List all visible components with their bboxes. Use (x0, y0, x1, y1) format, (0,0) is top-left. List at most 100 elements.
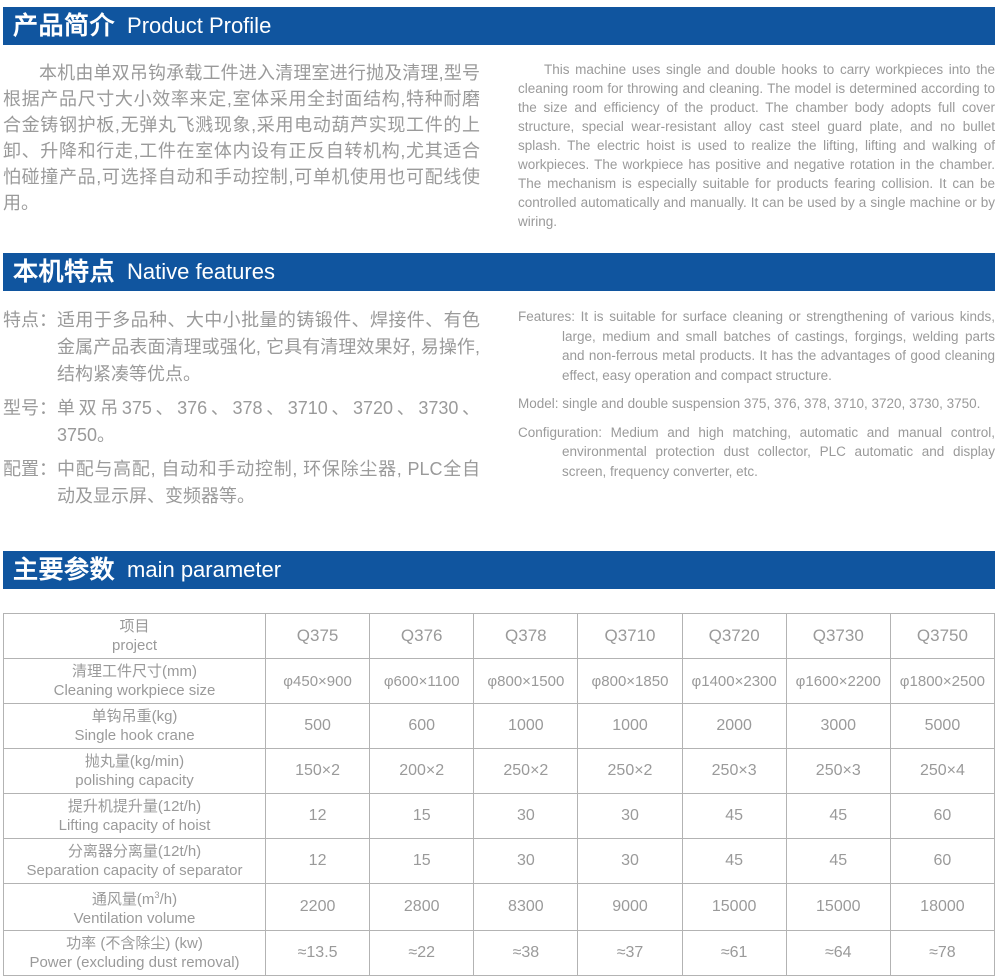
feature-label-en: Model: (518, 396, 559, 411)
table-cell: 250×4 (889, 748, 996, 794)
table-cell: 5000 (889, 703, 996, 749)
row-header: 抛丸量(kg/min) polishing capacity (3, 748, 266, 794)
table-cell: ≈37 (577, 930, 683, 976)
section-title-en: main parameter (127, 557, 282, 582)
table-cell: 250×2 (577, 748, 683, 794)
table-cell: 15 (369, 793, 475, 839)
table-cell: 600 (369, 703, 475, 749)
row-label-cn: 分离器分离量(12t/h) (67, 843, 202, 860)
table-cell: 9000 (577, 883, 683, 931)
native-features-en-list: Features: It is suitable for surface cle… (518, 307, 995, 481)
feature-text-en: It is suitable for surface cleaning or s… (562, 309, 995, 383)
table-row: 抛丸量(kg/min) polishing capacity 150×2 200… (3, 748, 996, 794)
column-header-model: Q376 (369, 613, 475, 659)
parameter-table-wrapper: 项目 project Q375 Q376 Q378 Q3710 Q3720 Q3… (3, 613, 996, 976)
table-cell: 18000 (889, 883, 996, 931)
row-header: 清理工件尺寸(mm) Cleaning workpiece size (3, 658, 266, 704)
column-header-model: Q3730 (785, 613, 891, 659)
row-label-cn: 通风量(m3/h) (91, 890, 178, 908)
section-header-native-features: 本机特点 Native features (3, 253, 995, 291)
corner-label-en: project (111, 637, 158, 654)
feature-label-cn: 型号： (3, 398, 57, 418)
feature-text-cn: 单双吊375、376、378、3710、3720、3730、3750。 (57, 398, 480, 445)
table-cell: ≈13.5 (264, 930, 371, 976)
feature-label-en: Configuration: (518, 424, 603, 440)
table-cell: φ800×1850 (577, 658, 683, 704)
corner-label-cn: 项目 (119, 618, 150, 635)
native-features-body: 特点： 适用于多品种、大中小批量的铸锻件、焊接件、有色金属产品表面清理或强化, … (0, 307, 1000, 517)
table-cell: φ450×900 (264, 658, 371, 704)
table-cell: φ800×1500 (473, 658, 579, 704)
table-header-row: 项目 project Q375 Q376 Q378 Q3710 Q3720 Q3… (3, 613, 996, 659)
table-cell: ≈64 (785, 930, 891, 976)
row-header: 功率 (不含除尘) (kw) Power (excluding dust rem… (3, 930, 266, 976)
table-cell: φ600×1100 (369, 658, 475, 704)
table-cell: 3000 (785, 703, 891, 749)
table-cell: 150×2 (264, 748, 371, 794)
section-title-cn: 本机特点 (13, 257, 116, 286)
table-cell: 45 (681, 793, 787, 839)
row-label-en: Separation capacity of separator (26, 862, 243, 879)
row-label-en: Power (excluding dust removal) (29, 954, 240, 971)
table-cell: 2200 (264, 883, 371, 931)
column-header-model: Q3750 (889, 613, 996, 659)
row-label-cn: 清理工件尺寸(mm) (72, 663, 197, 680)
parameter-table: 项目 project Q375 Q376 Q378 Q3710 Q3720 Q3… (3, 613, 996, 976)
row-header: 提升机提升量(12t/h) Lifting capacity of hoist (3, 793, 266, 839)
row-label-cn: 抛丸量(kg/min) (84, 753, 185, 770)
row-header: 分离器分离量(12t/h) Separation capacity of sep… (3, 838, 266, 884)
table-cell: 250×3 (785, 748, 891, 794)
table-cell: 8300 (473, 883, 579, 931)
row-header: 通风量(m3/h) Ventilation volume (3, 883, 266, 931)
table-cell: 500 (264, 703, 371, 749)
table-cell: 1000 (473, 703, 579, 749)
table-cell: 30 (473, 838, 579, 884)
section-header-product-profile: 产品简介 Product Profile (3, 7, 995, 45)
table-cell: 30 (577, 838, 683, 884)
column-header-model: Q3720 (681, 613, 787, 659)
table-row: 分离器分离量(12t/h) Separation capacity of sep… (3, 838, 996, 884)
table-cell: φ1400×2300 (681, 658, 787, 704)
list-item: Model: single and double suspension 375,… (518, 394, 995, 414)
section-title-cn: 产品简介 (13, 11, 116, 40)
table-cell: 15 (369, 838, 475, 884)
list-item: Configuration: Medium and high matching,… (518, 423, 995, 482)
table-cell: 15000 (681, 883, 787, 931)
native-features-cn-list: 特点： 适用于多品种、大中小批量的铸锻件、焊接件、有色金属产品表面清理或强化, … (3, 307, 480, 510)
feature-label-cn: 配置： (3, 459, 57, 479)
table-cell: ≈78 (889, 930, 996, 976)
table-cell: 2000 (681, 703, 787, 749)
list-item: 配置： 中配与高配, 自动和手动控制, 环保除尘器, PLC全自动及显示屏、变频… (3, 456, 480, 510)
product-profile-en-column: This machine uses single and double hook… (500, 60, 1000, 231)
feature-text-cn: 中配与高配, 自动和手动控制, 环保除尘器, PLC全自动及显示屏、变频器等。 (57, 459, 480, 506)
section-title-en: Product Profile (127, 13, 272, 38)
table-cell: 12 (264, 793, 371, 839)
list-item: 型号： 单双吊375、376、378、3710、3720、3730、3750。 (3, 395, 480, 449)
table-cell: φ1600×2200 (785, 658, 891, 704)
table-cell: ≈61 (681, 930, 787, 976)
row-label-cn: 提升机提升量(12t/h) (67, 798, 202, 815)
table-cell: 200×2 (369, 748, 475, 794)
table-cell: 2800 (369, 883, 475, 931)
native-features-en-column: Features: It is suitable for surface cle… (500, 307, 1000, 517)
list-item: Features: It is suitable for surface cle… (518, 307, 995, 385)
table-cell: 30 (577, 793, 683, 839)
table-cell: 250×3 (681, 748, 787, 794)
section-header-main-parameter: 主要参数 main parameter (3, 551, 995, 589)
column-header-model: Q375 (264, 613, 371, 659)
row-label-cn: 功率 (不含除尘) (kw) (66, 935, 203, 952)
row-header: 单钩吊重(kg) Single hook crane (3, 703, 266, 749)
table-cell: 1000 (577, 703, 683, 749)
table-row: 提升机提升量(12t/h) Lifting capacity of hoist … (3, 793, 996, 839)
row-label-en: Cleaning workpiece size (53, 682, 216, 699)
feature-label-cn: 特点： (3, 310, 57, 330)
feature-text-cn: 适用于多品种、大中小批量的铸锻件、焊接件、有色金属产品表面清理或强化, 它具有清… (57, 310, 480, 384)
table-cell: 250×2 (473, 748, 579, 794)
table-row: 通风量(m3/h) Ventilation volume 2200 2800 8… (3, 883, 996, 931)
table-cell: φ1800×2500 (889, 658, 996, 704)
table-cell: 15000 (785, 883, 891, 931)
column-header-model: Q3710 (577, 613, 683, 659)
table-row: 单钩吊重(kg) Single hook crane 500 600 1000 … (3, 703, 996, 749)
feature-label-en: Features: (518, 309, 576, 324)
table-corner-cell: 项目 project (3, 613, 266, 659)
